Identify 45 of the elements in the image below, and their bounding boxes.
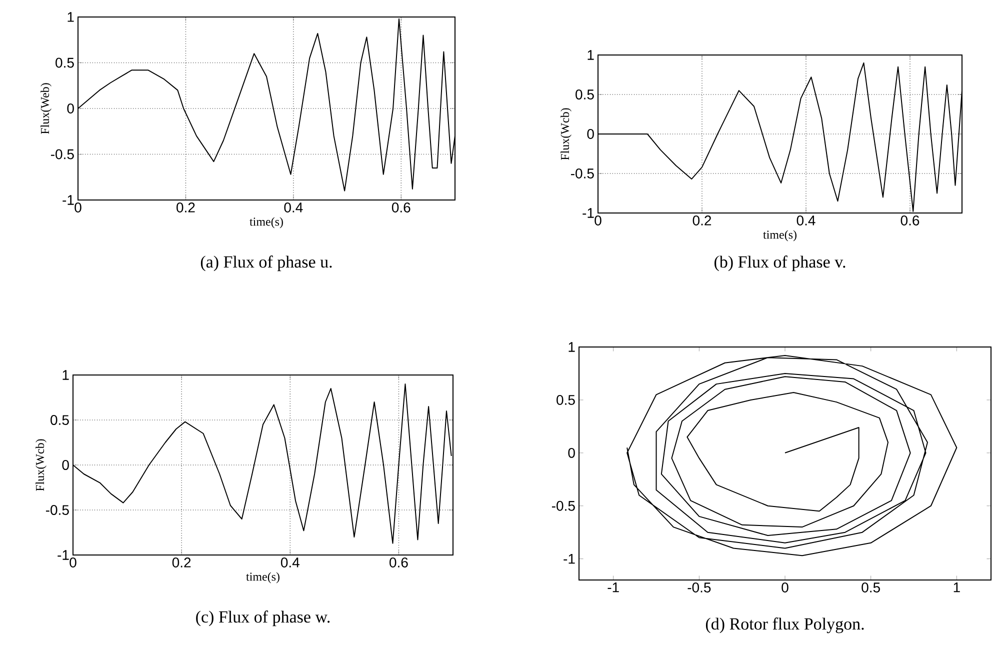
y-tick-label: -0.5: [552, 500, 575, 511]
text: (b) Flux of phase v.: [714, 256, 846, 272]
y-axis-title: Flux(Wcb): [36, 439, 46, 491]
text: (d) Rotor flux Polygon.: [706, 618, 864, 634]
text: (c) Flux of phase w.: [196, 610, 330, 626]
x-axis-title: time(s): [763, 230, 796, 242]
x-tick-label: 0: [782, 582, 788, 592]
y-axis-title: Flux(Wcb): [560, 108, 572, 160]
y-tick-label: -1: [58, 550, 69, 560]
y-axis-title: Flux(Web): [40, 83, 52, 134]
y-tick-label: 0: [587, 129, 594, 139]
y-tick-label: 1: [588, 50, 594, 60]
y-tick-label: -0.5: [570, 168, 594, 178]
x-tick-label: 0.5: [862, 582, 880, 592]
y-tick-label: 1: [68, 12, 74, 22]
x-tick-label: 0: [594, 216, 602, 226]
x-tick-label: 0: [74, 202, 82, 212]
x-tick-label: 1: [954, 582, 960, 592]
x-tick-label: 0.6: [900, 216, 920, 226]
x-tick-label: 0.4: [280, 558, 300, 568]
x-tick-label: 0.6: [390, 558, 408, 568]
y-tick-label: 0: [62, 460, 69, 470]
y-tick-label: 1: [62, 370, 69, 380]
y-tick-label: 0.5: [56, 58, 74, 68]
line-series: [626, 354, 958, 556]
y-tick-label: -1: [62, 195, 74, 205]
y-tick-label: -0.5: [46, 505, 69, 515]
x-tick-label: -0.5: [688, 582, 711, 592]
y-tick-label: 1: [568, 342, 575, 352]
x-tick-label: -1: [608, 582, 619, 592]
x-tick-label: 0.4: [796, 216, 816, 226]
y-tick-label: 0.5: [50, 415, 69, 425]
x-tick-label: 0.2: [172, 558, 191, 568]
x-axis-title: time(s): [246, 572, 280, 584]
y-tick-label: 0.5: [576, 90, 594, 100]
text: (a) Flux of phase u.: [200, 256, 332, 272]
x-tick-label: 0.4: [284, 202, 303, 212]
y-tick-label: 0: [568, 448, 575, 458]
x-tick-label: 0.6: [392, 202, 410, 212]
y-tick-label: 0: [67, 104, 74, 114]
y-tick-label: 0.5: [556, 394, 575, 405]
x-axis-title: time(s): [250, 217, 283, 228]
y-tick-label: -0.5: [50, 149, 74, 160]
x-tick-label: 0.2: [692, 216, 712, 226]
x-tick-label: 0.2: [176, 202, 195, 212]
